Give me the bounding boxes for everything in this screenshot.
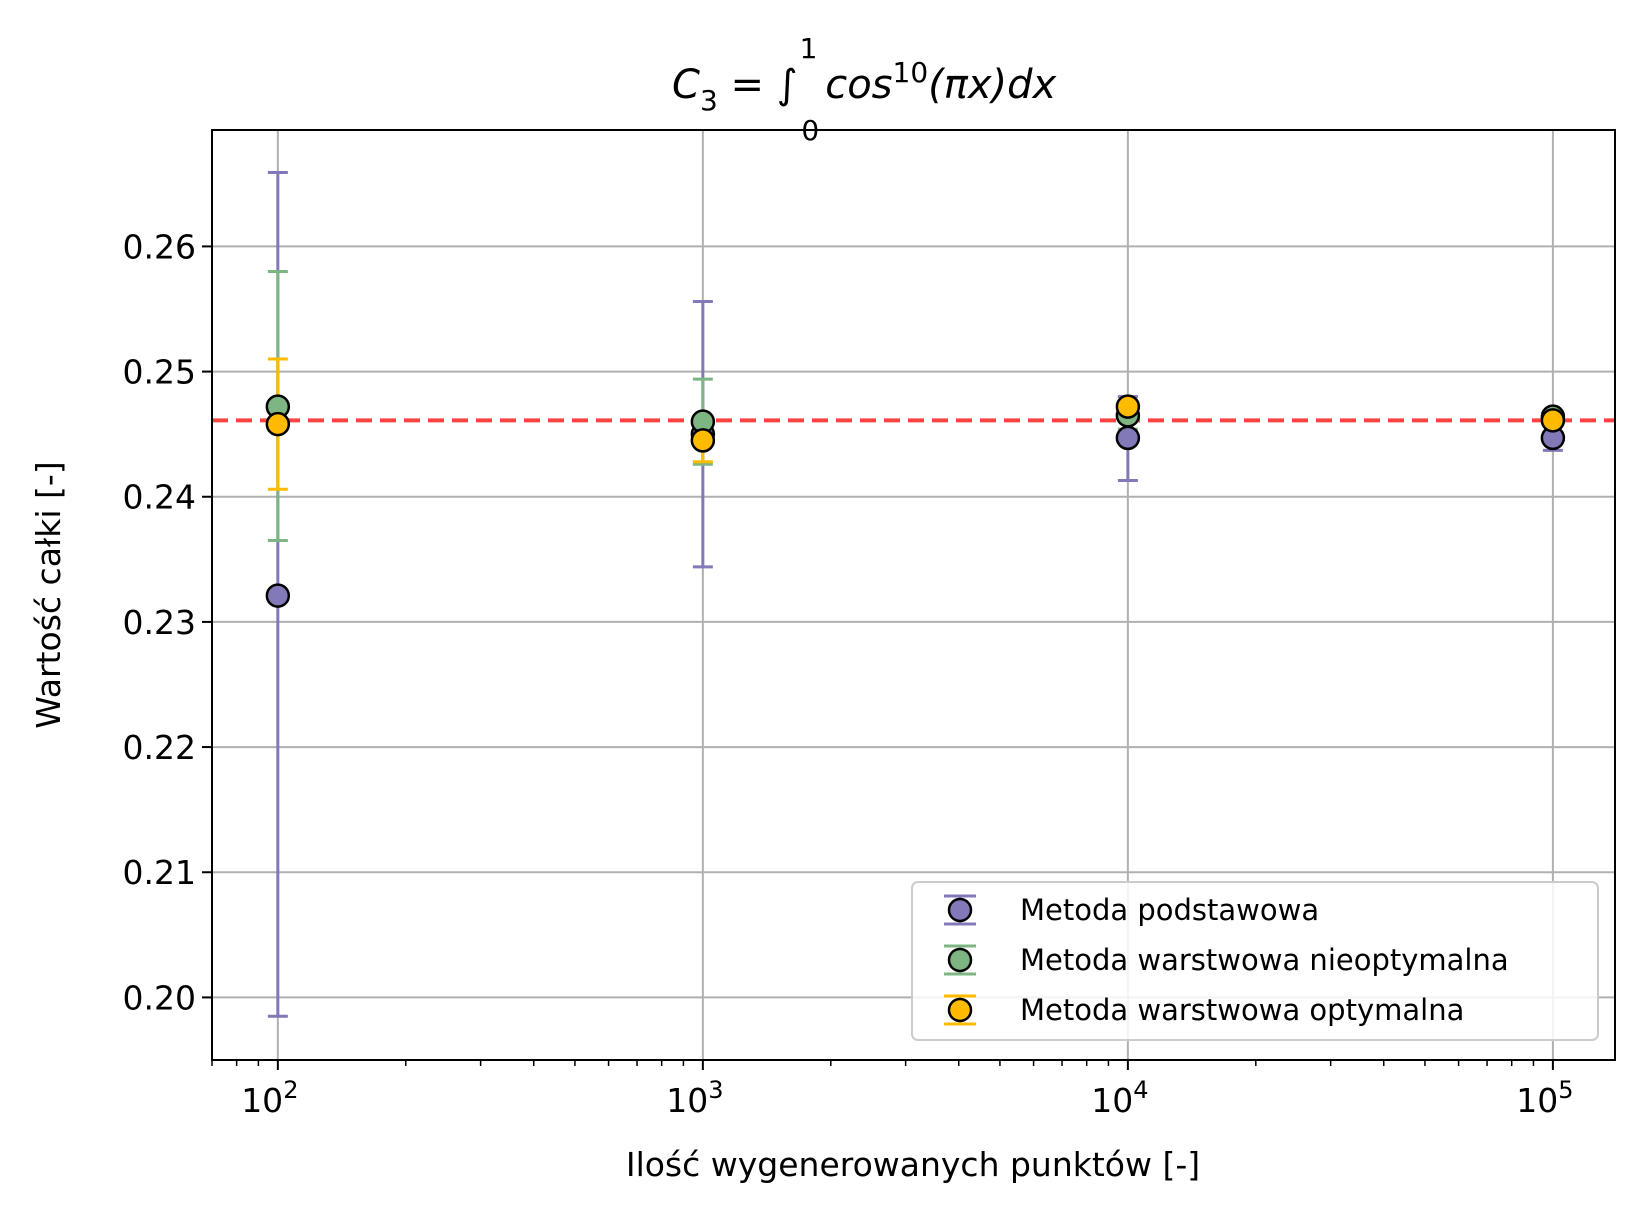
legend-marker — [947, 897, 973, 923]
data-point — [1540, 408, 1566, 433]
y-tick-label: 0.22 — [123, 728, 196, 767]
plot-frame — [211, 129, 1616, 1061]
legend-marker — [947, 997, 973, 1023]
y-tick-label: 0.21 — [123, 853, 196, 892]
legend-label: Metoda warstwowa nieoptymalna — [1020, 943, 1509, 977]
y-tick-label: 0.25 — [123, 353, 196, 392]
y-tick-label: 0.23 — [123, 603, 196, 642]
x-tick-label: 103 — [666, 1076, 723, 1120]
legend-label: Metoda podstawowa — [1020, 893, 1319, 927]
series-layer — [265, 171, 1566, 1018]
y-tick-label: 0.24 — [123, 478, 196, 517]
data-point — [1115, 394, 1141, 419]
data-point — [690, 428, 716, 453]
axis-ticks: 0.20 0.21 0.22 0.23 0.24 0.25 0.26 102 103 104 105 — [123, 227, 1574, 1120]
y-tick-label: 0.26 — [123, 227, 196, 266]
series-3-markers — [265, 394, 1566, 453]
data-point — [265, 411, 291, 437]
legend-marker — [947, 947, 973, 973]
y-axis-label: Wartość całki [-] — [29, 461, 68, 728]
x-tick-label: 102 — [241, 1076, 298, 1120]
x-axis-label: Ilość wygenerowanych punktów [-] — [626, 1145, 1200, 1184]
x-tick-label: 105 — [1516, 1076, 1573, 1120]
x-tick-label: 104 — [1091, 1076, 1148, 1120]
legend: Metoda podstawowa Metoda warstwowa nieopt… — [911, 881, 1599, 1041]
y-tick-label: 0.20 — [123, 978, 196, 1017]
legend-label: Metoda warstwowa optymalna — [1020, 993, 1464, 1027]
data-point — [265, 583, 291, 608]
legend-box — [911, 881, 1599, 1041]
data-point — [1115, 425, 1141, 451]
